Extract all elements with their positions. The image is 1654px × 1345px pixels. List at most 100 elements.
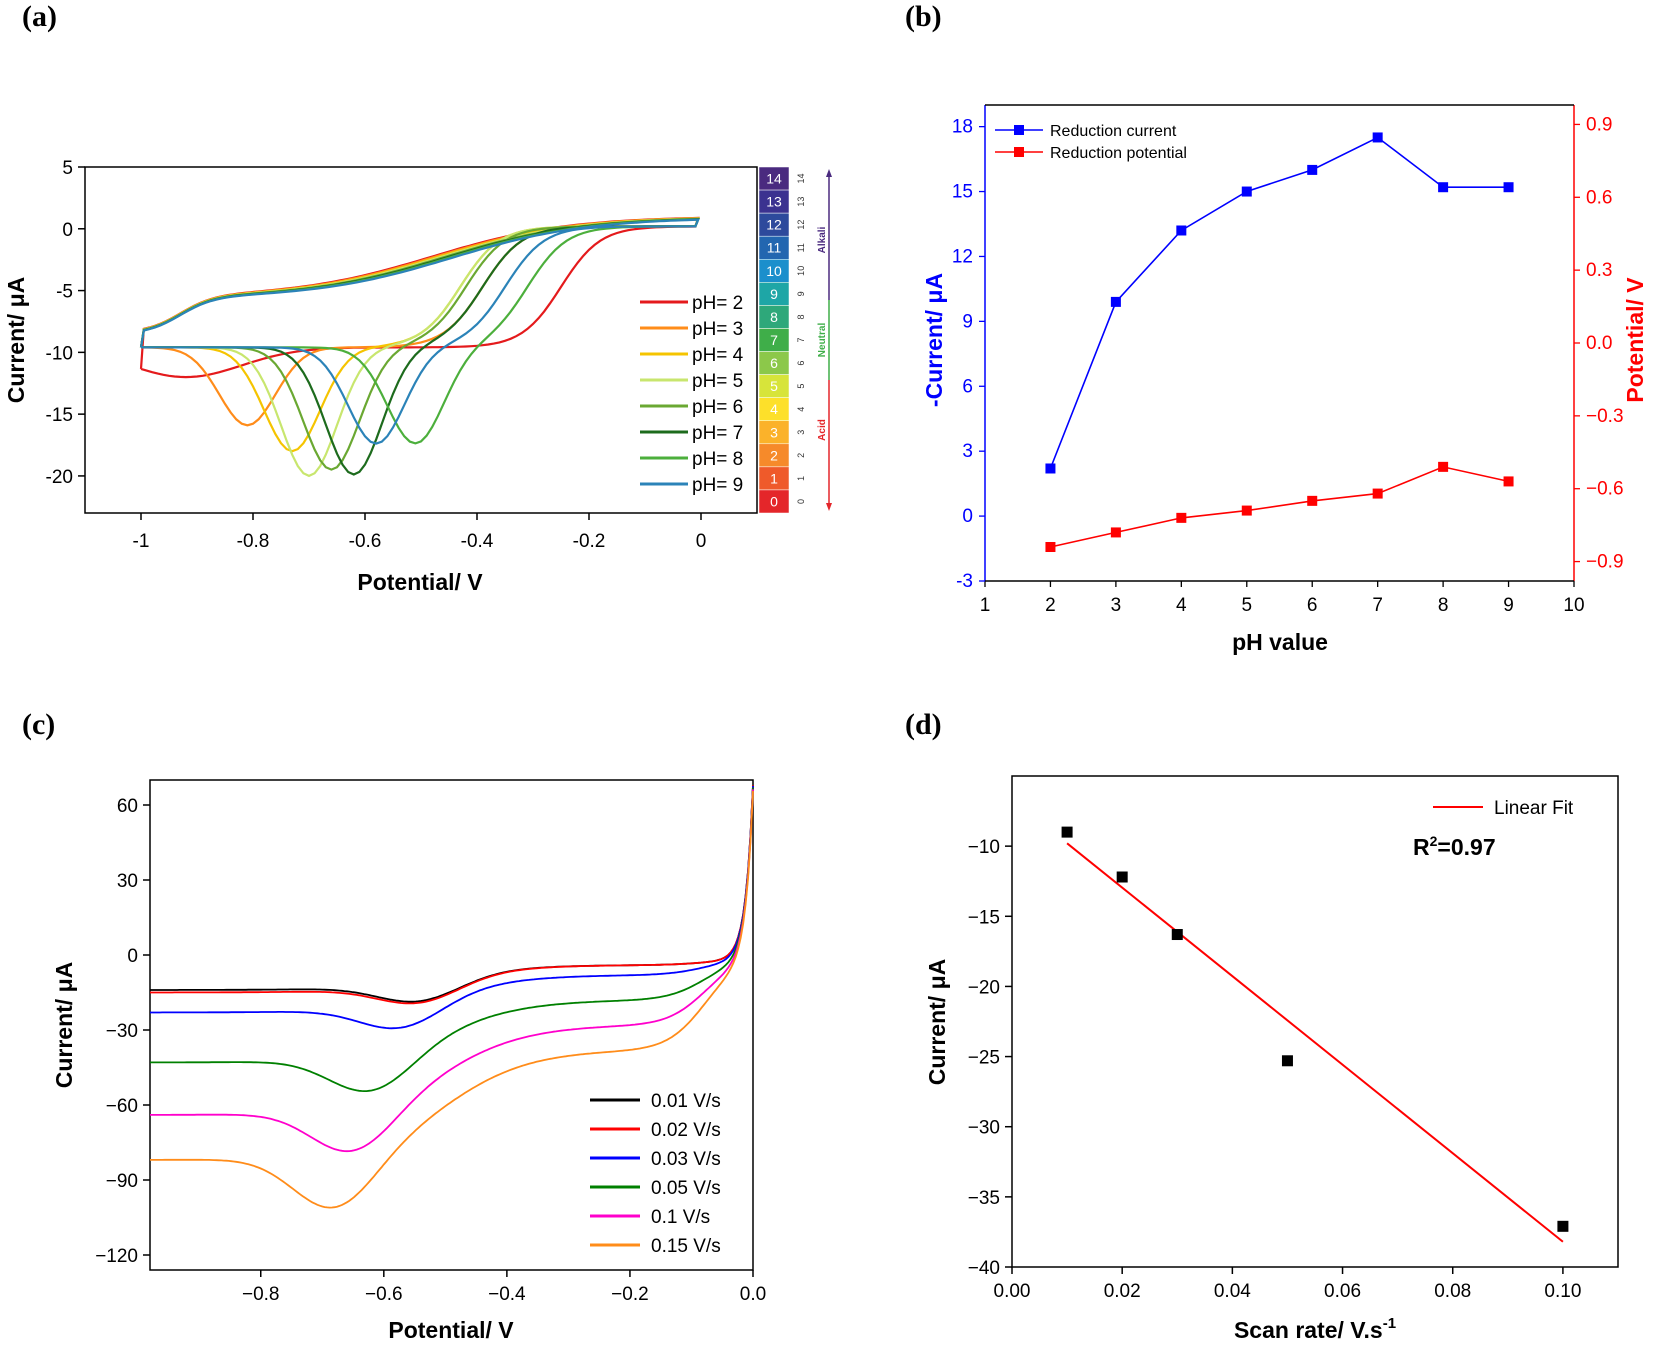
plot-frame-d (1011, 775, 1619, 1268)
lsv-curve-4 (150, 789, 754, 1153)
ph-scale-side-number: 5 (796, 384, 806, 389)
data-point-d (1281, 1055, 1293, 1067)
x-axis-title-c: Potential/ V (388, 1317, 514, 1343)
data-point-b (1438, 182, 1449, 193)
r-squared-annotation: R2=0.97 (1413, 833, 1496, 860)
y-axis-title-b-right: Potential/ V (1622, 277, 1648, 403)
x-tick-label-b: 2 (1045, 595, 1056, 616)
y-tick-label-c: 60 (117, 796, 138, 817)
lsv-curve-3 (150, 787, 754, 1092)
data-point-b (1045, 542, 1056, 552)
legend-label-c: 0.03 V/s (651, 1149, 721, 1170)
cv-curve-3 (139, 217, 700, 427)
legend-label-d: Linear Fit (1494, 798, 1574, 819)
y-axis-title-a: Current/ μA (3, 277, 29, 404)
x-tick-label-d: 0.10 (1544, 1281, 1581, 1302)
cv-curve-6 (139, 217, 700, 471)
lsv-curve-5 (150, 790, 754, 1209)
data-point-b (1176, 225, 1187, 236)
x-tick-label-a: 0 (696, 531, 707, 552)
data-point-b (1110, 296, 1121, 307)
y-tick-label-c: −60 (106, 1096, 138, 1117)
data-point-b (1307, 495, 1318, 506)
panel-b-chart: 1 2 3 4 5 6 7 8 9 10-30369121518−0.9−0.6−0.30.00.… (921, 104, 1648, 655)
y-tick-label-b-right: −0.9 (1586, 552, 1624, 573)
x-tick-label-d: 0.08 (1434, 1281, 1471, 1302)
y-axis-title-d: Current/ μA (924, 959, 950, 1086)
data-point-b (1045, 463, 1056, 474)
ph-scale-number: 7 (770, 332, 778, 348)
y-tick-label-d: −10 (968, 837, 1000, 858)
data-point-b (1438, 461, 1449, 472)
plot-frame-c (149, 779, 754, 1271)
data-point-d (1061, 826, 1073, 838)
data-point-b (1307, 164, 1318, 175)
y-tick-label-b-right: −0.6 (1586, 479, 1624, 500)
cv-curve-8 (139, 218, 700, 445)
data-point-b (1176, 512, 1187, 523)
legend-label-a: pH= 7 (692, 423, 743, 444)
ph-scale-side-number: 1 (796, 476, 806, 481)
series-line-b-0 (1049, 136, 1509, 469)
x-axis-title-b: pH value (1232, 629, 1328, 655)
legend-label-b: Reduction potential (1050, 145, 1187, 162)
lsv-curve-0 (150, 785, 754, 1003)
ph-scale-number: 11 (767, 240, 782, 256)
y-tick-label-c: −90 (106, 1171, 138, 1192)
y-tick-label-a: -15 (46, 405, 73, 426)
lsv-curve-1 (150, 785, 754, 1005)
y-tick-label-a: 0 (62, 220, 73, 241)
acid-arrow-head (826, 503, 832, 511)
y-tick-label-b-left: 18 (952, 117, 973, 138)
legend-label-c: 0.1 V/s (651, 1207, 710, 1228)
y-tick-label-d: −35 (968, 1188, 1000, 1209)
x-tick-label-a: -0.2 (573, 531, 606, 552)
data-point-d (1171, 929, 1183, 941)
y-tick-label-c: 0 (127, 946, 138, 967)
y-tick-label-d: −30 (968, 1118, 1000, 1139)
panel-c-chart: −0.8 −0.6 −0.4 −0.2 0.0 60 30 0 −30 −60 −90 −120 0.… (51, 779, 766, 1343)
data-point-b (1241, 505, 1252, 516)
x-tick-label-d: 0.02 (1104, 1281, 1141, 1302)
legend-label-c: 0.02 V/s (651, 1120, 721, 1141)
x-axis-title-a: Potential/ V (357, 569, 483, 595)
plot-area-b (985, 105, 1574, 581)
ph-scale-number: 10 (766, 263, 782, 279)
x-tick-label-b: 3 (1111, 595, 1122, 616)
x-tick-label-c: −0.6 (365, 1284, 403, 1305)
x-tick-label-c: −0.2 (611, 1284, 649, 1305)
ph-scale-side-number: 12 (796, 220, 806, 230)
x-axis-title-d-sup: -1 (1383, 1315, 1396, 1332)
panel-label-b: (b) (905, 0, 942, 33)
x-tick-label-a: -0.8 (237, 531, 270, 552)
y-tick-label-c: −120 (95, 1246, 138, 1267)
panel-label-c: (c) (22, 708, 55, 741)
data-point-b (1372, 132, 1383, 143)
y-tick-label-a: -10 (46, 343, 73, 364)
ph-scale-side-number: 6 (796, 361, 806, 366)
x-tick-label-b: 5 (1241, 595, 1252, 616)
x-tick-label-c: 0.0 (740, 1284, 766, 1305)
legend-label-a: pH= 6 (692, 397, 743, 418)
ph-scale-side-number: 10 (796, 266, 806, 276)
ph-scale-cell (758, 489, 790, 514)
data-point-b (1241, 186, 1252, 197)
x-tick-label-a: -0.6 (349, 531, 382, 552)
x-tick-label-c: −0.8 (242, 1284, 280, 1305)
y-tick-label-d: −25 (968, 1048, 1000, 1069)
y-tick-label-a: -20 (46, 467, 73, 488)
y-tick-label-b-left: 12 (952, 246, 973, 267)
y-tick-label-b-left: 9 (962, 311, 973, 332)
ph-scale-number: 2 (770, 447, 778, 463)
legend-marker-b (1014, 125, 1024, 135)
legend-label-a: pH= 2 (692, 293, 743, 314)
ph-scale-number: 13 (766, 194, 782, 210)
zone-label-neutral: Neutral (817, 323, 828, 358)
x-tick-label-a: -1 (133, 531, 150, 552)
ph-scale-number: 8 (770, 309, 778, 325)
r-squared-r: R (1413, 834, 1430, 860)
data-point-b (1372, 488, 1383, 499)
legend-label-a: pH= 4 (692, 345, 744, 366)
x-tick-label-b: 9 (1503, 595, 1514, 616)
